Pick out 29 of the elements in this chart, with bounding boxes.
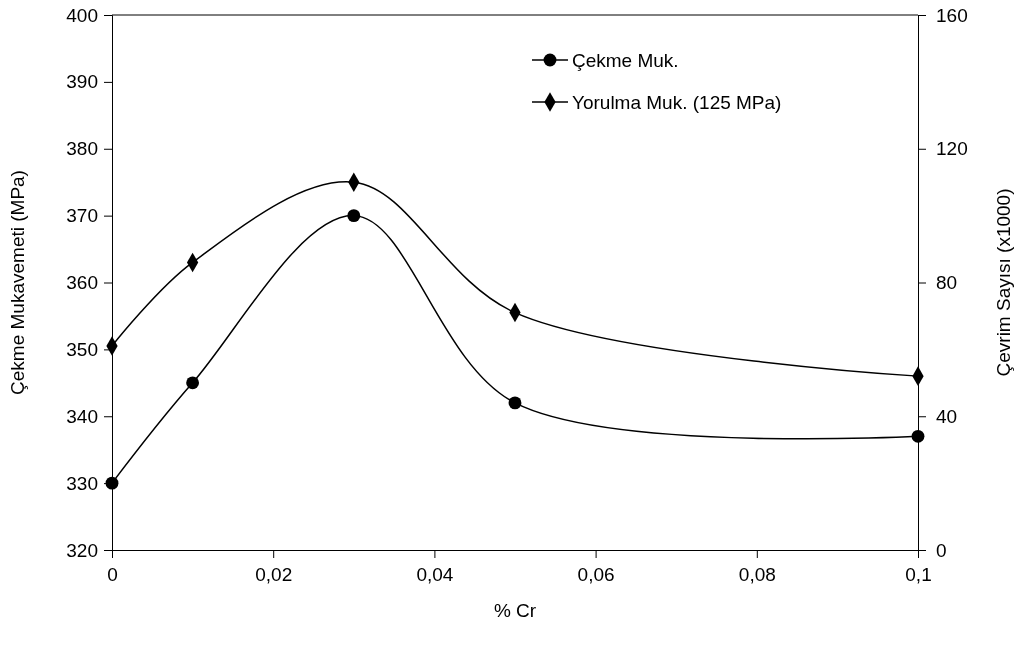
y2-tick-label: 0 [936, 539, 947, 561]
y-tick-label: 390 [66, 71, 98, 93]
x-tick-label: 0,04 [416, 564, 454, 586]
y2-axis-title: Çevrim Sayısı (x1000) [993, 188, 1014, 377]
y-tick-label: 370 [66, 205, 98, 227]
point [347, 209, 361, 223]
y-tick-label: 380 [66, 138, 98, 160]
y-tick-label: 400 [66, 4, 98, 26]
y2-tick-label: 120 [936, 138, 968, 160]
y-tick-label: 330 [66, 472, 98, 494]
y2-tick-label: 160 [936, 4, 968, 26]
y-tick-label: 340 [66, 405, 98, 427]
y-tick-label: 360 [66, 272, 98, 294]
y2-tick-label: 80 [936, 272, 958, 294]
legend-label: Yorulma Muk. (125 MPa) [572, 91, 782, 113]
x-tick-label: 0,1 [905, 564, 932, 586]
x-tick-label: 0,06 [577, 564, 615, 586]
point [186, 376, 200, 390]
x-tick-label: 0,08 [738, 564, 776, 586]
y-axis-title: Çekme Mukavemeti (MPa) [7, 170, 28, 395]
x-tick-label: 0 [107, 564, 118, 586]
x-axis-title: % Cr [493, 600, 537, 621]
y-tick-label: 350 [66, 338, 98, 360]
y-tick-label: 320 [66, 539, 98, 561]
x-tick-label: 0,02 [255, 564, 293, 586]
point [911, 429, 925, 443]
legend-label: Çekme Muk. [572, 49, 679, 71]
point [508, 396, 522, 410]
y2-tick-label: 40 [936, 405, 958, 427]
